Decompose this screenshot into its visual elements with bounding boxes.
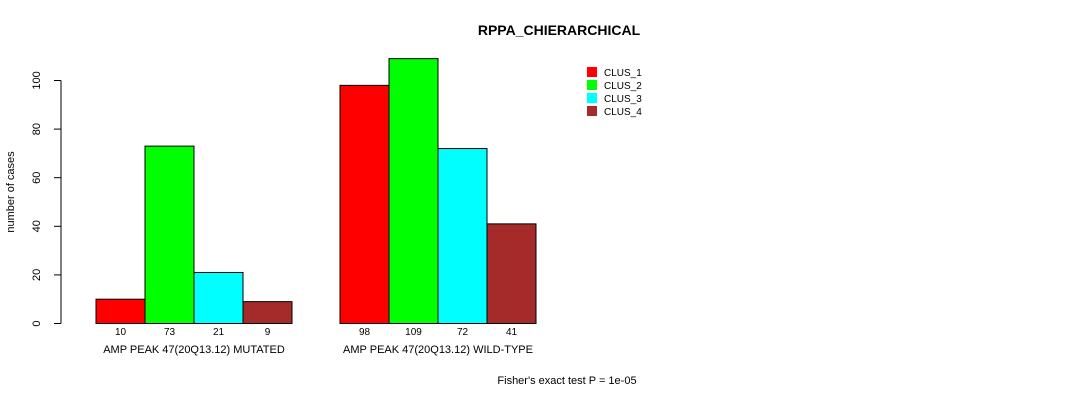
chart-title: RPPA_CHIERARCHICAL <box>478 22 641 38</box>
y-tick-label: 60 <box>31 172 43 184</box>
y-axis: 0 20 40 60 80 100 <box>31 71 62 327</box>
bars <box>95 58 537 325</box>
count-labels: 10 73 21 9 98 109 72 41 <box>115 327 518 338</box>
y-tick-label: 100 <box>31 71 43 89</box>
bar-count-label: 98 <box>359 327 371 338</box>
bar-clus-4 <box>242 301 293 325</box>
y-tick-label: 20 <box>31 269 43 281</box>
y-axis-label: number of cases <box>5 151 17 233</box>
bar-clus-3 <box>437 148 488 324</box>
category-label: AMP PEAK 47(20Q13.12) WILD-TYPE <box>343 344 533 356</box>
legend-swatch <box>587 80 597 90</box>
bar-clus-1 <box>95 298 146 325</box>
y-tick-label: 40 <box>31 220 43 232</box>
bar-clus-2 <box>388 58 439 324</box>
bar-count-label: 109 <box>405 327 422 338</box>
bar-clus-1 <box>339 84 390 324</box>
bar-clus-2 <box>144 145 195 324</box>
bar-count-label: 73 <box>164 327 176 338</box>
legend-label: CLUS_4 <box>604 107 642 118</box>
bar-count-label: 41 <box>506 327 518 338</box>
fisher-test-annotation: Fisher's exact test P = 1e-05 <box>497 375 636 387</box>
legend-label: CLUS_1 <box>604 68 642 79</box>
bar-clus-4 <box>486 223 537 324</box>
group-labels: AMP PEAK 47(20Q13.12) MUTATED AMP PEAK 47… <box>103 344 533 356</box>
y-tick-label: 80 <box>31 123 43 135</box>
legend-label: CLUS_2 <box>604 81 642 92</box>
legend-label: CLUS_3 <box>604 94 642 105</box>
bar-count-label: 72 <box>457 327 469 338</box>
bar-clus-3 <box>193 271 244 324</box>
bar-count-label: 9 <box>265 327 271 338</box>
legend-swatch <box>587 67 597 77</box>
legend-swatch <box>587 106 597 116</box>
bar-count-label: 10 <box>115 327 127 338</box>
legend-swatch <box>587 93 597 103</box>
y-tick-label: 0 <box>31 320 43 326</box>
legend: CLUS_1 CLUS_2 CLUS_3 CLUS_4 <box>587 67 642 118</box>
category-label: AMP PEAK 47(20Q13.12) MUTATED <box>103 344 285 356</box>
bar-count-label: 21 <box>213 327 225 338</box>
